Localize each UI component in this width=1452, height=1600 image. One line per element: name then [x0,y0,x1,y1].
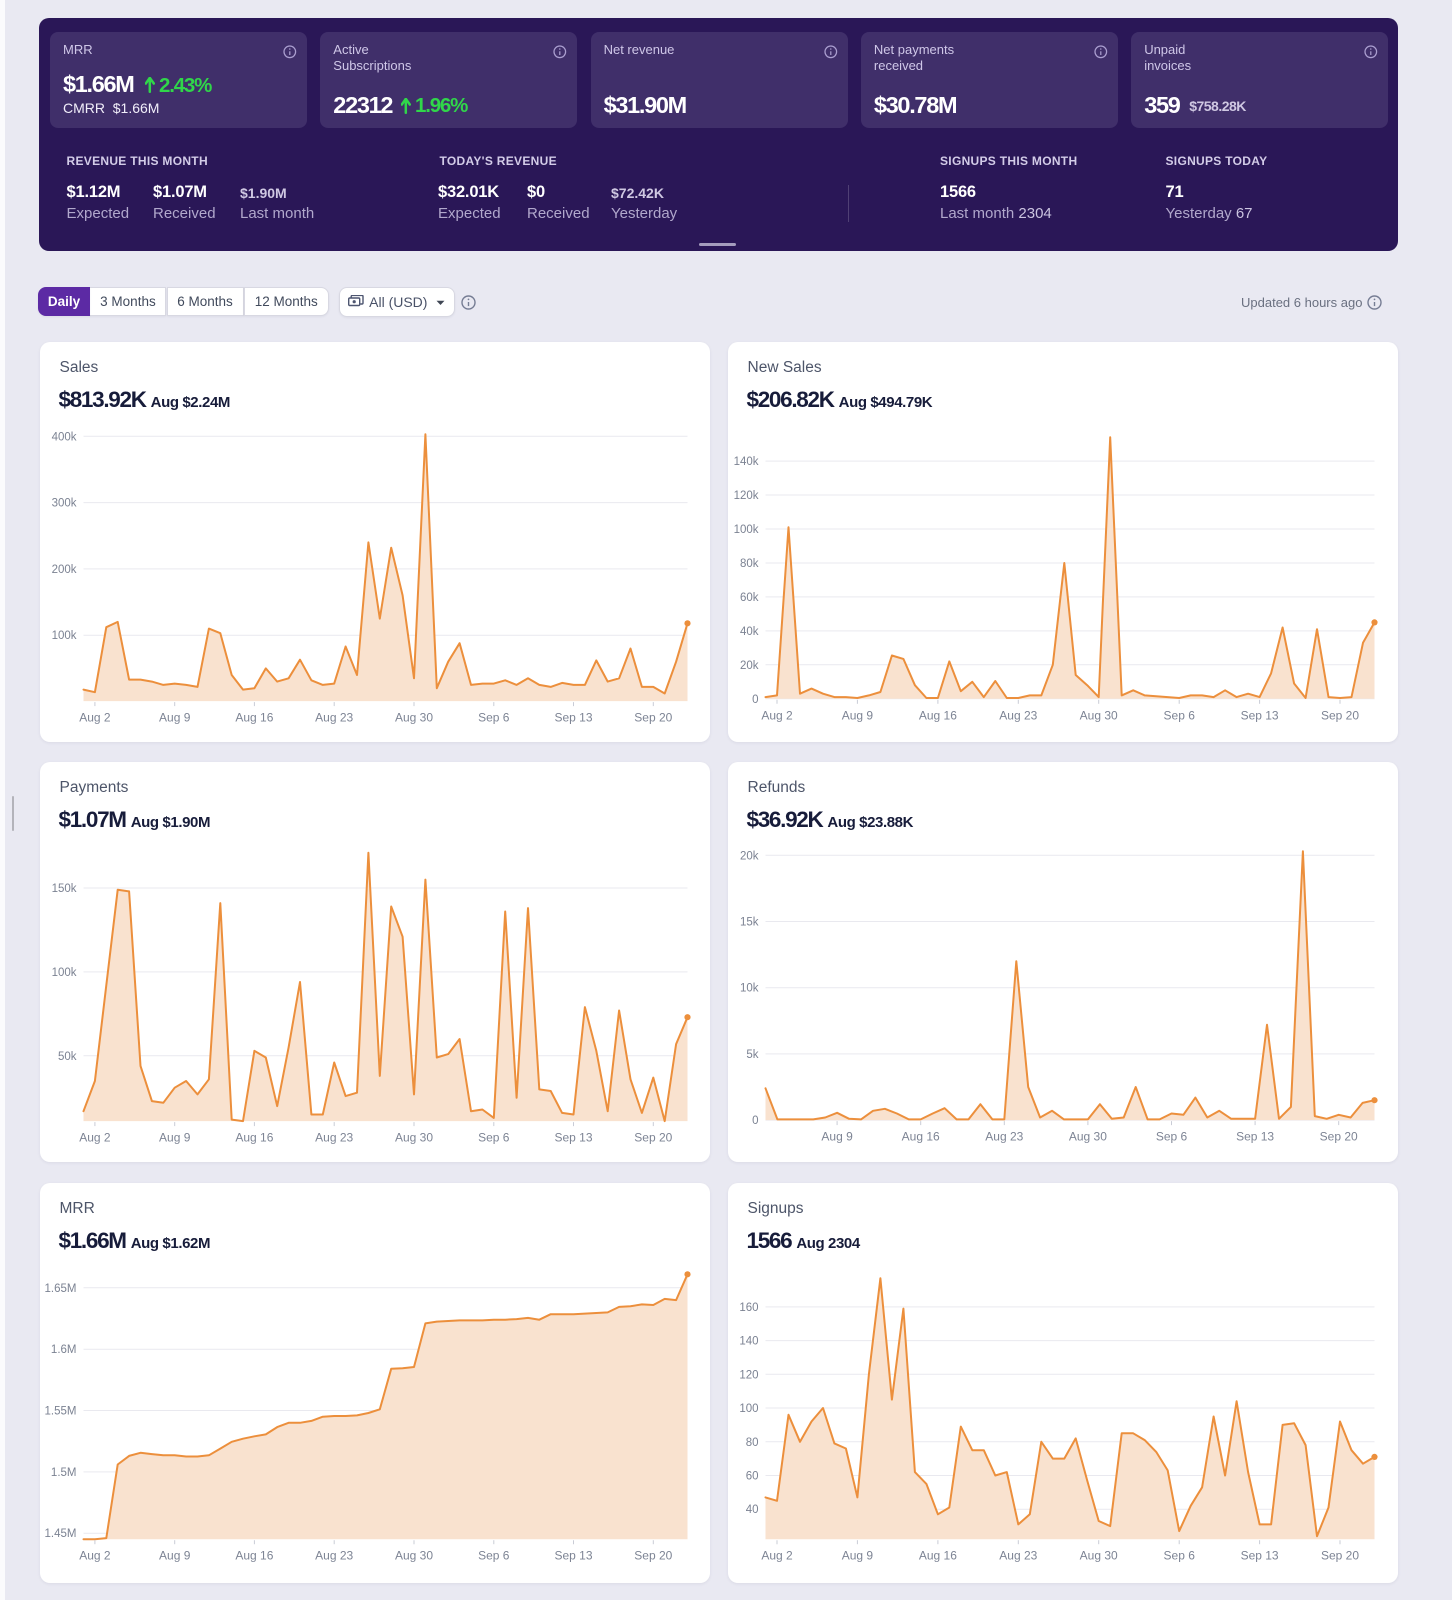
svg-text:Aug 9: Aug 9 [159,710,191,724]
svg-text:Aug 2: Aug 2 [761,708,793,722]
svg-text:Aug 23: Aug 23 [999,1549,1037,1563]
svg-text:Sep 13: Sep 13 [554,1130,592,1144]
svg-text:Aug 16: Aug 16 [901,1129,939,1143]
svg-text:Sep 13: Sep 13 [1240,708,1278,722]
svg-text:40: 40 [745,1504,758,1516]
svg-text:Aug 2: Aug 2 [79,710,111,724]
svg-text:Sep 13: Sep 13 [554,1549,592,1563]
svg-text:80k: 80k [739,558,758,570]
svg-text:140: 140 [739,1336,758,1348]
svg-text:Aug 23: Aug 23 [315,1549,353,1563]
svg-text:Aug 23: Aug 23 [999,708,1037,722]
svg-text:0: 0 [752,693,758,705]
svg-text:300k: 300k [51,497,76,509]
svg-text:20k: 20k [739,659,758,671]
svg-text:Aug 2: Aug 2 [79,1549,111,1563]
svg-text:400k: 400k [51,431,76,443]
svg-text:Sep 20: Sep 20 [634,710,672,724]
svg-text:Sep 13: Sep 13 [1236,1129,1274,1143]
svg-text:1.65M: 1.65M [44,1283,76,1295]
svg-text:Sep 6: Sep 6 [478,1549,510,1563]
svg-text:Sep 6: Sep 6 [478,710,510,724]
svg-text:Sep 6: Sep 6 [478,1130,510,1144]
svg-text:120k: 120k [733,490,758,502]
svg-text:140k: 140k [733,456,758,468]
svg-text:Aug 2: Aug 2 [761,1549,793,1563]
svg-text:1.5M: 1.5M [50,1467,76,1479]
svg-text:Aug 30: Aug 30 [1079,1549,1117,1563]
svg-text:Sep 13: Sep 13 [554,710,592,724]
svg-text:Aug 9: Aug 9 [841,708,873,722]
svg-text:Aug 23: Aug 23 [315,1130,353,1144]
svg-text:Aug 16: Aug 16 [918,708,956,722]
svg-text:Sep 20: Sep 20 [634,1130,672,1144]
svg-text:100k: 100k [733,524,758,536]
svg-text:120: 120 [739,1369,758,1381]
svg-text:Aug 30: Aug 30 [394,1549,432,1563]
svg-text:Aug 9: Aug 9 [841,1549,873,1563]
svg-text:100k: 100k [51,966,76,978]
svg-text:Aug 9: Aug 9 [821,1129,853,1143]
svg-text:Sep 20: Sep 20 [1319,1129,1357,1143]
svg-text:0: 0 [752,1115,758,1127]
svg-text:60k: 60k [739,591,758,603]
svg-text:Sep 13: Sep 13 [1240,1549,1278,1563]
svg-text:Aug 30: Aug 30 [394,1130,432,1144]
svg-text:Sep 20: Sep 20 [1320,708,1358,722]
svg-text:Sep 6: Sep 6 [1155,1129,1187,1143]
svg-text:160: 160 [739,1302,758,1314]
svg-text:Aug 30: Aug 30 [1068,1129,1106,1143]
svg-text:50k: 50k [57,1050,76,1062]
svg-text:40k: 40k [739,625,758,637]
svg-text:Aug 23: Aug 23 [985,1129,1023,1143]
svg-text:200k: 200k [51,563,76,575]
svg-text:15k: 15k [739,916,758,928]
svg-text:150k: 150k [51,883,76,895]
svg-text:Aug 30: Aug 30 [1079,708,1117,722]
svg-text:10k: 10k [739,982,758,994]
svg-text:Aug 16: Aug 16 [235,1130,273,1144]
svg-text:Aug 16: Aug 16 [235,1549,273,1563]
svg-text:5k: 5k [746,1048,758,1060]
svg-text:Sep 20: Sep 20 [1320,1549,1358,1563]
svg-text:Aug 9: Aug 9 [159,1130,191,1144]
svg-text:1.55M: 1.55M [44,1406,76,1418]
svg-text:1.6M: 1.6M [50,1344,76,1356]
svg-text:Aug 16: Aug 16 [235,710,273,724]
svg-text:100: 100 [739,1403,758,1415]
svg-text:60: 60 [745,1471,758,1483]
svg-text:1.45M: 1.45M [44,1528,76,1540]
svg-text:Aug 16: Aug 16 [918,1549,956,1563]
svg-text:20k: 20k [739,850,758,862]
svg-text:Aug 23: Aug 23 [315,710,353,724]
svg-text:Aug 30: Aug 30 [394,710,432,724]
svg-text:Aug 2: Aug 2 [79,1130,111,1144]
svg-text:100k: 100k [51,630,76,642]
svg-text:Sep 20: Sep 20 [634,1549,672,1563]
svg-text:Sep 6: Sep 6 [1163,1549,1195,1563]
svg-text:Aug 9: Aug 9 [159,1549,191,1563]
svg-text:80: 80 [745,1437,758,1449]
svg-text:Sep 6: Sep 6 [1163,708,1195,722]
